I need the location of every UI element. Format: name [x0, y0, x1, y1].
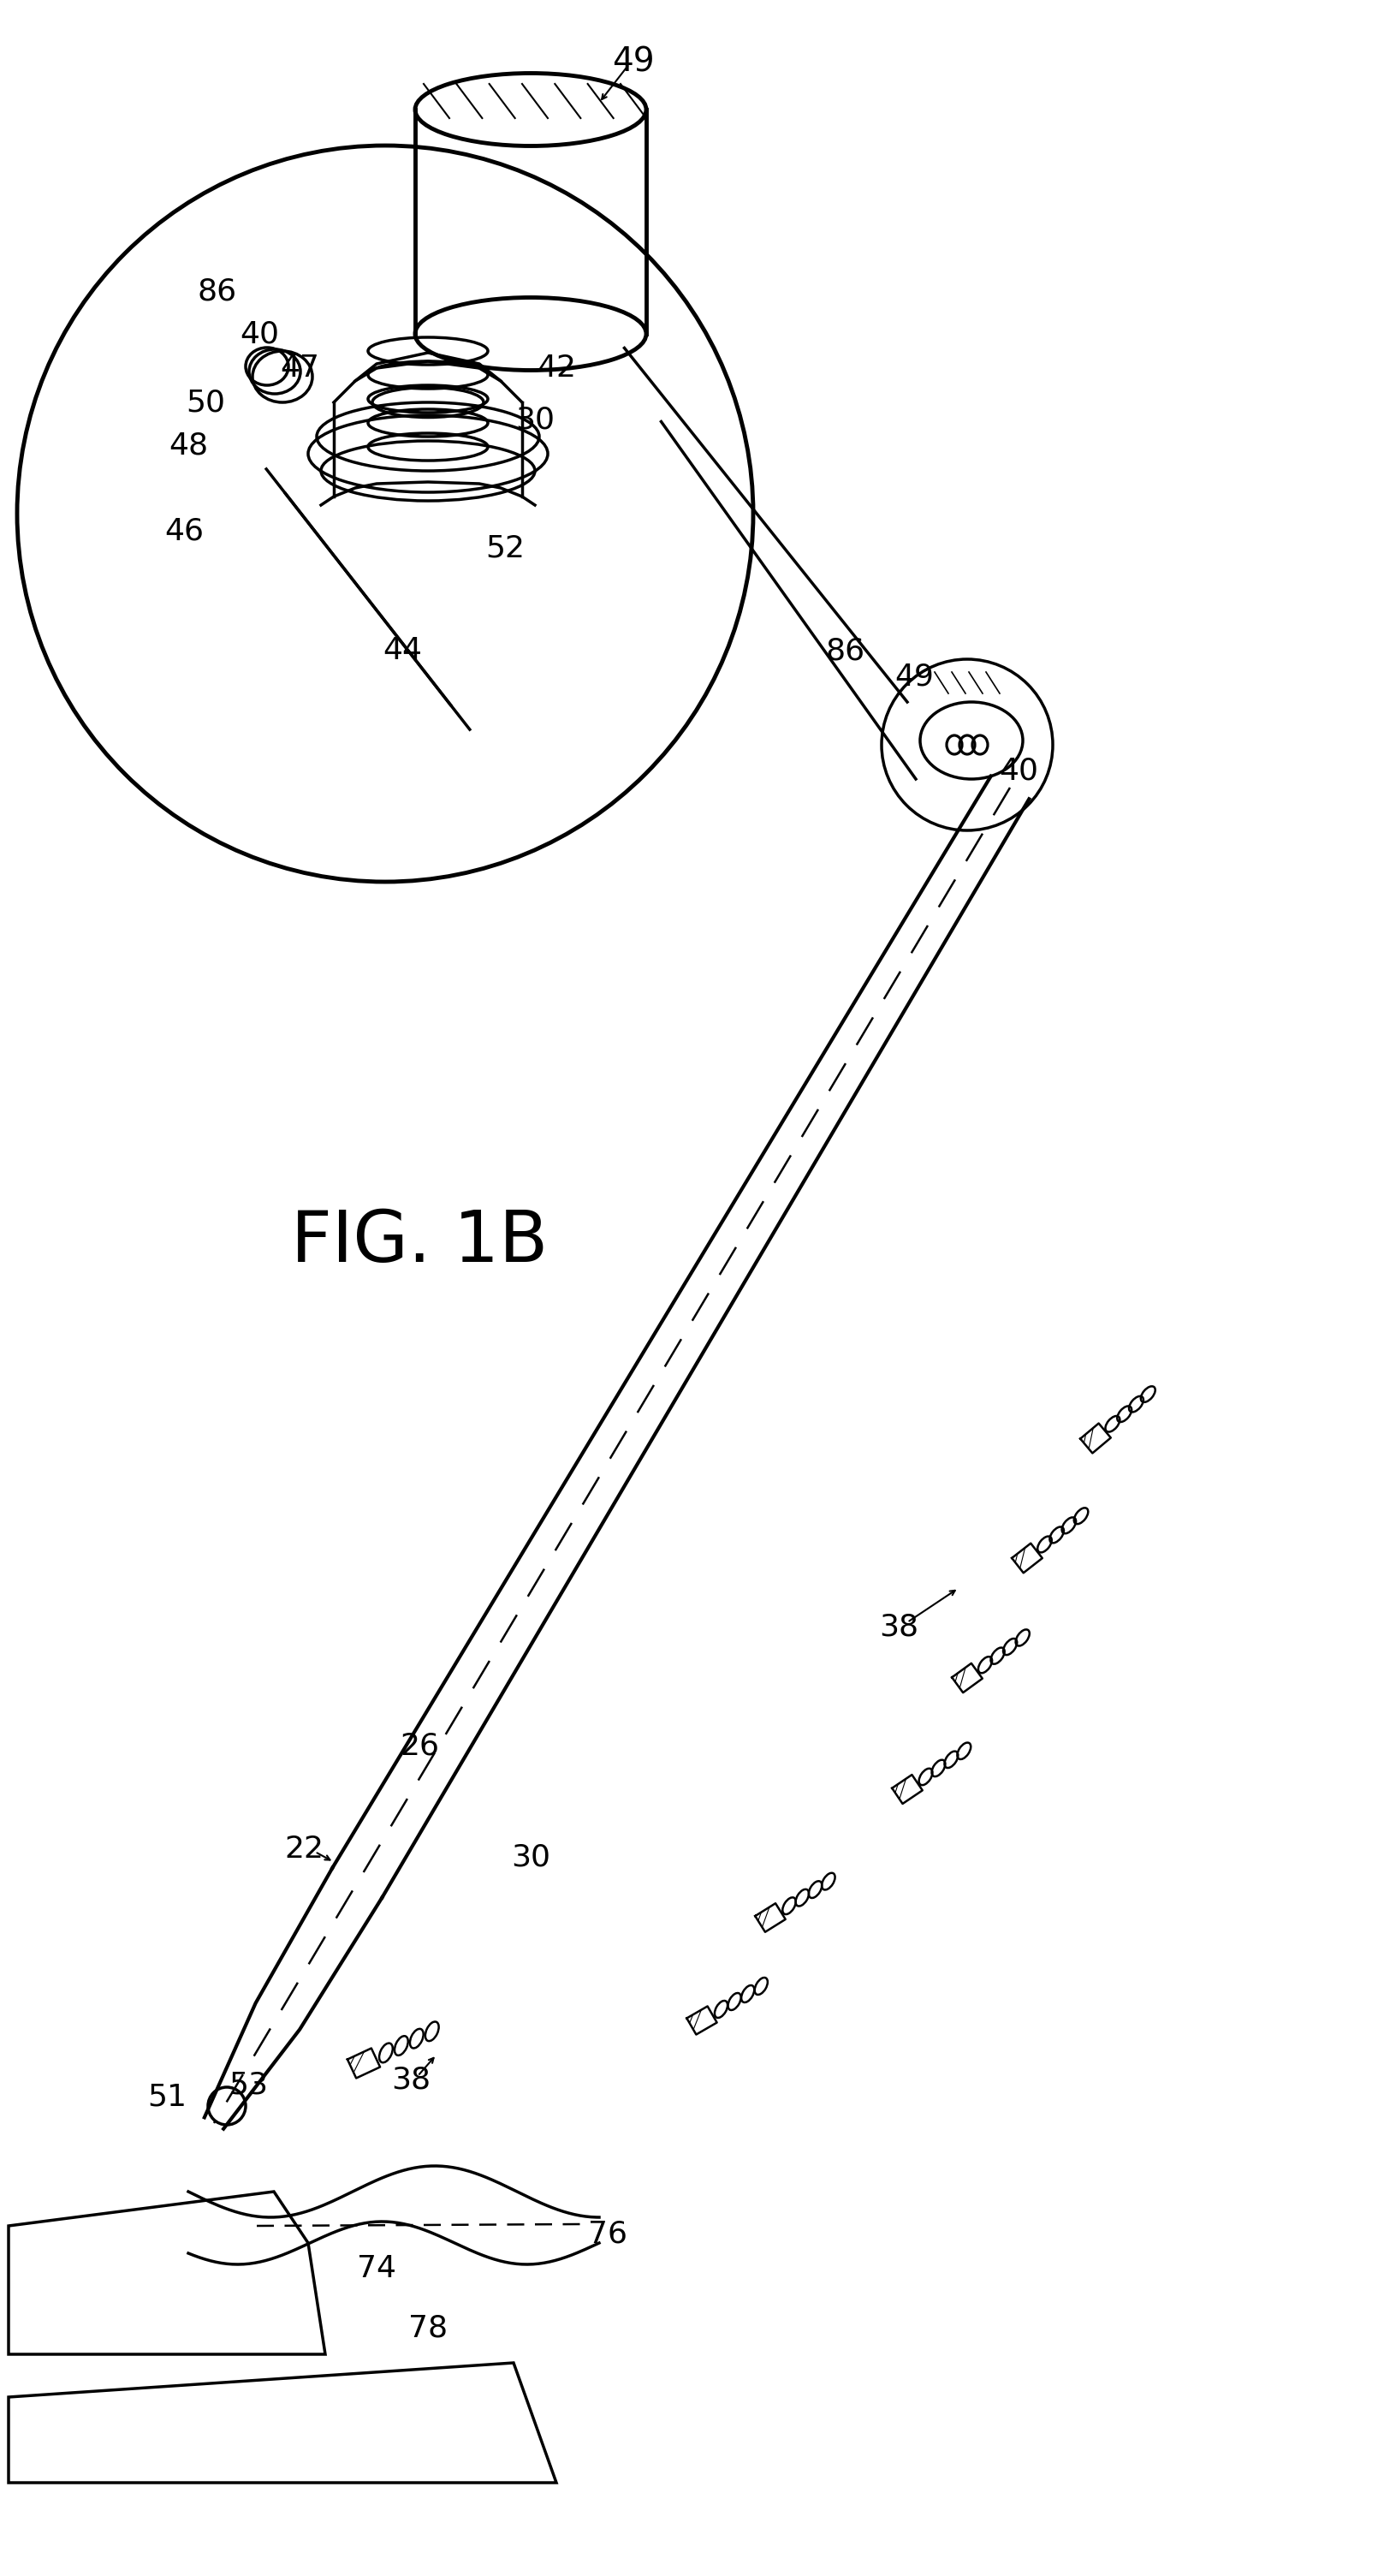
Text: 44: 44: [382, 636, 422, 665]
Text: 86: 86: [197, 276, 237, 307]
Text: 38: 38: [879, 1613, 919, 1641]
Text: FIG. 1B: FIG. 1B: [291, 1206, 548, 1275]
Text: 86: 86: [826, 636, 865, 665]
Text: 51: 51: [147, 2084, 187, 2112]
Polygon shape: [8, 2362, 556, 2483]
Text: 40: 40: [999, 755, 1038, 786]
Text: 40: 40: [239, 319, 280, 348]
Text: 48: 48: [169, 430, 208, 459]
Text: 22: 22: [284, 1834, 324, 1862]
Text: 78: 78: [408, 2313, 447, 2344]
Text: 30: 30: [515, 404, 555, 433]
Text: 52: 52: [486, 533, 525, 562]
Text: 50: 50: [185, 389, 226, 417]
Text: 42: 42: [537, 353, 576, 384]
Text: 46: 46: [165, 515, 203, 546]
Polygon shape: [8, 2192, 325, 2354]
Text: 30: 30: [511, 1844, 551, 1873]
Text: 47: 47: [280, 353, 320, 384]
Text: 38: 38: [392, 2066, 430, 2094]
Text: 49: 49: [894, 662, 934, 690]
Text: 76: 76: [588, 2221, 627, 2249]
Text: 49: 49: [612, 46, 655, 77]
Text: 74: 74: [357, 2254, 396, 2282]
Text: 26: 26: [400, 1731, 439, 1762]
Text: 53: 53: [228, 2071, 268, 2099]
